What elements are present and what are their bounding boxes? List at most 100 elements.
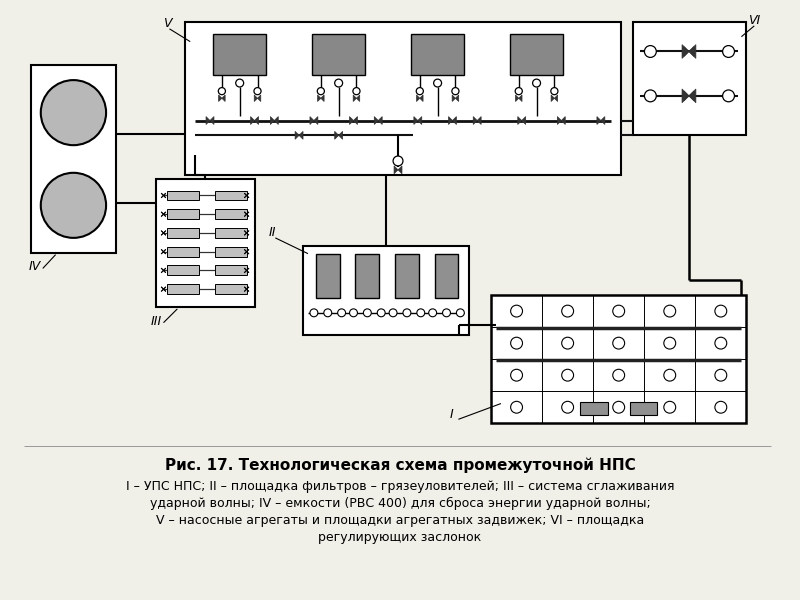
Bar (630, 401, 658, 415)
Circle shape (442, 309, 450, 317)
Text: регулирующих заслонок: регулирующих заслонок (318, 531, 482, 544)
Polygon shape (518, 95, 522, 101)
Circle shape (310, 309, 318, 317)
Circle shape (715, 337, 726, 349)
Circle shape (350, 309, 358, 317)
Bar (312, 34, 366, 75)
Circle shape (645, 46, 656, 58)
Circle shape (533, 79, 541, 87)
Circle shape (429, 309, 437, 317)
Circle shape (41, 80, 106, 145)
Circle shape (562, 369, 574, 381)
Polygon shape (321, 95, 324, 101)
Circle shape (334, 79, 342, 87)
Circle shape (613, 337, 625, 349)
Polygon shape (684, 91, 689, 101)
Bar (167, 247, 199, 257)
Polygon shape (274, 116, 278, 124)
Polygon shape (562, 116, 566, 124)
Polygon shape (254, 95, 258, 101)
Circle shape (378, 309, 385, 317)
Polygon shape (250, 116, 254, 124)
Bar (411, 34, 464, 75)
Text: III: III (150, 314, 162, 328)
Circle shape (562, 337, 574, 349)
Bar (316, 254, 340, 298)
Polygon shape (222, 95, 225, 101)
Polygon shape (295, 131, 299, 139)
Polygon shape (210, 116, 214, 124)
Text: V: V (163, 17, 172, 30)
Bar (303, 246, 470, 335)
Circle shape (363, 309, 371, 317)
Circle shape (664, 337, 676, 349)
Text: II: II (268, 226, 276, 239)
Polygon shape (318, 95, 321, 101)
Polygon shape (206, 116, 210, 124)
Polygon shape (334, 131, 338, 139)
Circle shape (510, 401, 522, 413)
Circle shape (457, 309, 464, 317)
Polygon shape (420, 95, 423, 101)
Polygon shape (449, 116, 453, 124)
Circle shape (715, 401, 726, 413)
Polygon shape (554, 95, 558, 101)
Polygon shape (551, 95, 554, 101)
Polygon shape (597, 116, 601, 124)
Polygon shape (601, 116, 605, 124)
Bar (355, 254, 379, 298)
Polygon shape (689, 44, 696, 58)
Circle shape (562, 305, 574, 317)
Circle shape (389, 309, 397, 317)
Polygon shape (258, 95, 261, 101)
Bar (395, 254, 419, 298)
Circle shape (722, 90, 734, 102)
Polygon shape (689, 89, 696, 103)
Bar (215, 228, 246, 238)
Polygon shape (254, 116, 258, 124)
Bar (215, 209, 246, 219)
Polygon shape (357, 95, 360, 101)
Circle shape (613, 369, 625, 381)
Polygon shape (455, 95, 458, 101)
Circle shape (434, 79, 442, 87)
Polygon shape (354, 116, 358, 124)
Circle shape (664, 369, 676, 381)
Bar (167, 228, 199, 238)
Circle shape (338, 309, 346, 317)
Circle shape (722, 46, 734, 58)
Bar (186, 22, 621, 175)
Polygon shape (378, 116, 382, 124)
Circle shape (715, 369, 726, 381)
Polygon shape (518, 116, 522, 124)
Circle shape (318, 88, 324, 95)
Bar (213, 34, 266, 75)
Polygon shape (350, 116, 354, 124)
Polygon shape (689, 91, 694, 101)
Text: I – УПС НПС; II – площадка фильтров – грязеуловителей; III – система сглаживания: I – УПС НПС; II – площадка фильтров – гр… (126, 481, 674, 493)
Bar (633, 22, 746, 136)
Circle shape (664, 401, 676, 413)
Circle shape (515, 88, 522, 95)
Polygon shape (452, 95, 455, 101)
Circle shape (551, 88, 558, 95)
Circle shape (41, 173, 106, 238)
Bar (31, 65, 116, 253)
Text: V – насосные агрегаты и площадки агрегатных задвижек; VI – площадка: V – насосные агрегаты и площадки агрегат… (156, 514, 644, 527)
Text: Рис. 17. Технологическая схема промежуточной НПС: Рис. 17. Технологическая схема промежуто… (165, 458, 635, 473)
Polygon shape (374, 116, 378, 124)
Polygon shape (474, 116, 477, 124)
Circle shape (254, 88, 261, 95)
Polygon shape (477, 116, 481, 124)
Polygon shape (684, 47, 689, 56)
Bar (215, 265, 246, 275)
Circle shape (417, 309, 425, 317)
Text: IV: IV (29, 260, 41, 274)
Polygon shape (338, 131, 342, 139)
Circle shape (562, 401, 574, 413)
Circle shape (324, 309, 332, 317)
Circle shape (510, 305, 522, 317)
Polygon shape (218, 95, 222, 101)
Polygon shape (398, 166, 402, 174)
Text: I: I (450, 409, 454, 421)
